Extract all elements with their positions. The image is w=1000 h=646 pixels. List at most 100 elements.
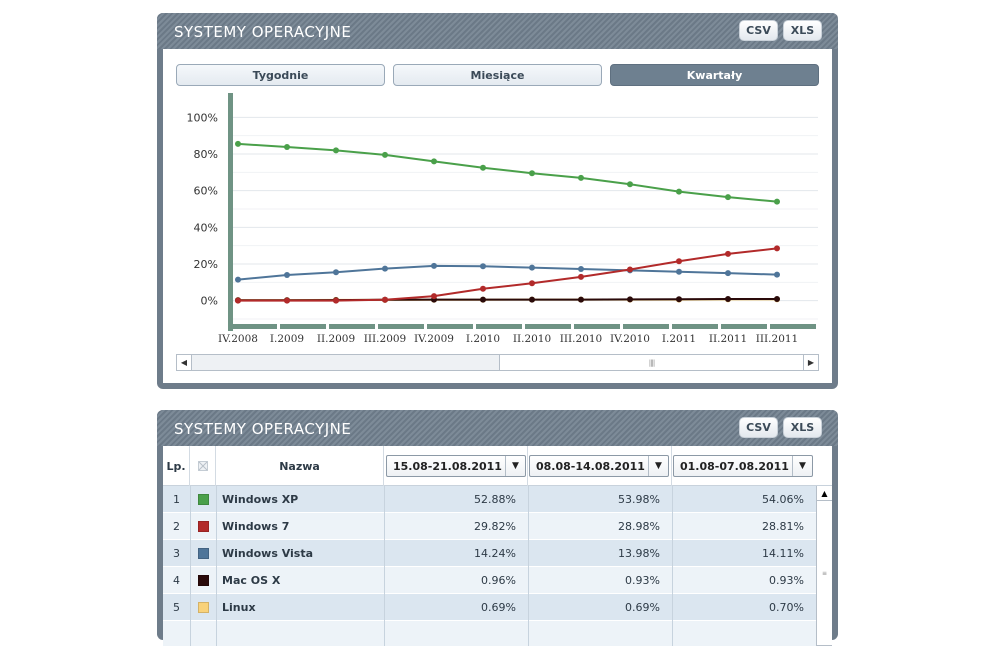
tab-weeks[interactable]: Tygodnie — [176, 64, 385, 86]
tab-months[interactable]: Miesiące — [393, 64, 602, 86]
scroll-thumb[interactable]: |||| — [499, 355, 804, 370]
scroll-right-icon[interactable]: ▶ — [803, 355, 818, 370]
row-name: Windows 7 — [222, 520, 290, 533]
row-color-swatch[interactable] — [190, 594, 216, 621]
scroll-thumb-vertical[interactable]: ≡ — [817, 501, 832, 646]
data-point — [480, 164, 486, 171]
series-line — [237, 142, 778, 203]
y-tick-label: 100% — [187, 111, 218, 124]
table-xls-button[interactable]: XLS — [783, 417, 822, 438]
data-point — [529, 170, 535, 177]
row-lp: 5 — [173, 601, 180, 614]
row-value-2: 53.98% — [618, 493, 660, 506]
row-value-3: 0.93% — [769, 574, 804, 587]
table-vertical-scrollbar[interactable]: ▲ ≡ — [816, 486, 832, 646]
data-point — [578, 296, 584, 303]
header-lp: Lp. — [163, 446, 190, 486]
x-axis-segment — [231, 324, 277, 329]
table-row[interactable]: 2 Windows 7 29.82% 28.98% 28.81% — [163, 513, 816, 540]
data-point — [480, 285, 486, 292]
table-panel-body: Lp. Nazwa 15.08-21.08.2011 ▼ 08.08-14.08… — [163, 446, 832, 646]
data-point — [578, 265, 584, 272]
line-chart: 100% 80% 60% 40% 20% 0% IV.2008 I.2009 II.2009 II… — [187, 93, 818, 345]
data-point — [235, 276, 241, 283]
series-line — [237, 264, 778, 281]
row-color-swatch[interactable] — [190, 486, 216, 513]
date-select-1[interactable]: 15.08-21.08.2011 ▼ — [386, 455, 526, 477]
data-point — [333, 297, 339, 304]
date-select-3[interactable]: 01.08-07.08.2011 ▼ — [673, 455, 813, 477]
chart-panel-header: SYSTEMY OPERACYJNE CSV XLS — [157, 13, 838, 49]
chart-panel: SYSTEMY OPERACYJNE CSV XLS Tygodnie Mies… — [157, 13, 838, 389]
data-point — [431, 158, 437, 165]
x-axis-segment — [672, 324, 718, 329]
table-header: Lp. Nazwa 15.08-21.08.2011 ▼ 08.08-14.08… — [163, 446, 832, 486]
scroll-left-icon[interactable]: ◀ — [177, 355, 192, 370]
row-name: Linux — [222, 601, 256, 614]
scroll-up-icon[interactable]: ▲ — [817, 486, 832, 501]
chart-panel-body: Tygodnie Miesiące Kwartały 100% 80% 60% 40%… — [163, 49, 832, 383]
data-point — [284, 297, 290, 304]
x-axis-segment — [525, 324, 571, 329]
data-point — [333, 147, 339, 154]
series-line — [238, 247, 778, 302]
row-color-swatch[interactable] — [190, 513, 216, 540]
x-axis-segment — [721, 324, 767, 329]
data-point — [382, 296, 388, 303]
date-select-2[interactable]: 08.08-14.08.2011 ▼ — [529, 455, 669, 477]
row-color-swatch[interactable] — [190, 540, 216, 567]
y-tick-label: 20% — [194, 258, 218, 271]
row-lp: 4 — [173, 574, 180, 587]
x-tick-label: I.2011 — [662, 333, 696, 345]
header-select-all[interactable] — [190, 446, 216, 486]
y-tick-label: 80% — [194, 148, 218, 161]
x-tick-label: III.2011 — [756, 333, 799, 345]
chevron-down-icon[interactable]: ▼ — [505, 456, 525, 476]
data-point — [529, 296, 535, 303]
header-name: Nazwa — [216, 446, 384, 486]
data-point — [235, 140, 241, 147]
row-value-3: 54.06% — [762, 493, 804, 506]
data-point — [480, 263, 486, 270]
table-row[interactable]: 5 Linux 0.69% 0.69% 0.70% — [163, 594, 816, 621]
table-csv-button[interactable]: CSV — [739, 417, 778, 438]
data-point — [284, 272, 290, 278]
chevron-down-icon[interactable]: ▼ — [792, 456, 812, 476]
data-point — [529, 280, 535, 287]
chevron-down-icon[interactable]: ▼ — [648, 456, 668, 476]
data-point — [382, 265, 388, 272]
xls-button[interactable]: XLS — [783, 20, 822, 41]
x-tick-label: III.2009 — [364, 333, 407, 345]
data-point — [676, 188, 682, 195]
data-point — [284, 144, 290, 151]
y-axis — [228, 93, 233, 331]
table-row[interactable]: 4 Mac OS X 0.96% 0.93% 0.93% — [163, 567, 816, 594]
chart-horizontal-scrollbar[interactable]: ◀ |||| ▶ — [176, 354, 819, 371]
chart-panel-title: SYSTEMY OPERACYJNE — [174, 23, 352, 41]
data-point — [774, 245, 780, 252]
x-axis-segment — [378, 324, 424, 329]
data-point — [235, 297, 241, 304]
row-value-2: 0.69% — [625, 601, 660, 614]
table-row[interactable]: 3 Windows Vista 14.24% 13.98% 14.11% — [163, 540, 816, 567]
row-lp: 1 — [173, 493, 180, 506]
data-point — [725, 296, 731, 303]
data-point — [529, 264, 535, 271]
data-point — [333, 269, 339, 276]
row-color-swatch[interactable] — [190, 567, 216, 594]
data-point — [382, 151, 388, 158]
row-lp: 3 — [173, 547, 180, 560]
row-value-1: 0.96% — [481, 574, 516, 587]
x-tick-label: II.2011 — [709, 333, 747, 345]
x-tick-label: III.2010 — [560, 333, 603, 345]
tab-quarters[interactable]: Kwartały — [610, 64, 819, 86]
row-value-1: 14.24% — [474, 547, 516, 560]
row-value-3: 0.70% — [769, 601, 804, 614]
csv-button[interactable]: CSV — [739, 20, 778, 41]
y-tick-label: 0% — [201, 295, 218, 308]
row-value-1: 0.69% — [481, 601, 516, 614]
table-row[interactable]: 1 Windows XP 52.88% 53.98% 54.06% — [163, 486, 816, 513]
data-point — [676, 296, 682, 303]
x-axis-segment — [770, 324, 816, 329]
checkbox-x-icon[interactable] — [197, 461, 208, 471]
